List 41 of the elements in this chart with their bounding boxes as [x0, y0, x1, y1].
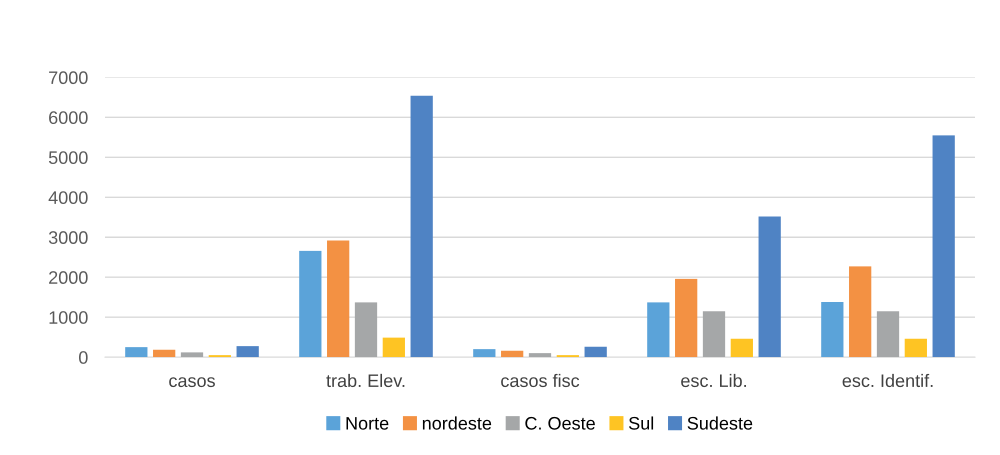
y-tick-label: 6000: [49, 111, 88, 124]
bar: [730, 338, 753, 358]
bar: [932, 135, 955, 358]
bar: [876, 311, 900, 358]
bar: [473, 349, 496, 358]
y-tick-label: 4000: [48, 191, 88, 204]
y-tick-label: 1000: [50, 311, 88, 324]
bar: [236, 346, 259, 358]
bar: [528, 353, 552, 358]
bar: [702, 311, 726, 358]
y-tick-label: 3000: [48, 231, 88, 244]
bar: [382, 338, 405, 358]
x-tick-label: trab. Elev.: [326, 374, 404, 388]
y-tick-label: 5000: [48, 151, 88, 164]
legend-label: nordeste: [422, 416, 492, 430]
x-tick-label: casos fisc: [501, 374, 580, 388]
bar: [327, 240, 350, 358]
bar: [125, 347, 148, 358]
y-tick-label: 0: [79, 351, 88, 364]
bar: [299, 250, 322, 358]
legend-label: Sul: [629, 416, 654, 430]
bar: [501, 350, 524, 358]
bar: [849, 266, 872, 358]
legend-label: C. Oeste: [525, 416, 595, 430]
x-tick-label: casos: [169, 377, 215, 388]
y-tick-label: 2000: [49, 271, 88, 284]
bar: [153, 350, 176, 358]
legend-label: Sudeste: [688, 416, 752, 430]
legend-label: Norte: [346, 417, 388, 430]
bar: [904, 338, 927, 358]
bar: [410, 96, 433, 358]
bar: [821, 302, 844, 358]
bar: [675, 278, 698, 358]
x-tick-label: esc. Lib.: [681, 374, 746, 388]
bar: [758, 216, 781, 358]
bar: [584, 346, 607, 358]
bar: [647, 302, 670, 358]
y-tick-label: 7000: [49, 71, 88, 84]
bar: [354, 302, 378, 358]
bar: [180, 352, 204, 358]
x-tick-label: esc. Identif.: [842, 374, 933, 388]
